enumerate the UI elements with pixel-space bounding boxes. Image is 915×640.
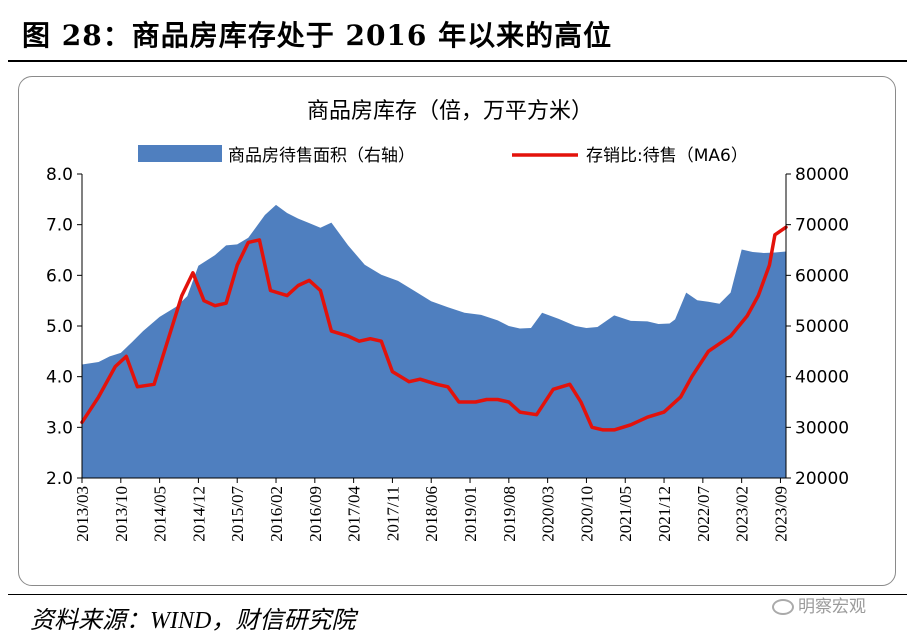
- x-tick-label: 2016/09: [306, 486, 325, 542]
- x-tick-label: 2023/02: [733, 486, 752, 542]
- x-tick-label: 2019/08: [500, 486, 519, 542]
- x-tick-label: 2016/02: [267, 486, 286, 542]
- y-right-tick-label: 50000: [795, 317, 849, 337]
- x-tick-label: 2014/05: [151, 486, 170, 542]
- x-tick-label: 2021/12: [655, 486, 674, 542]
- y-left-tick-label: 5.0: [46, 317, 73, 337]
- x-tick-label: 2017/11: [383, 486, 402, 541]
- y-left-tick-label: 3.0: [46, 418, 73, 438]
- x-tick-label: 2018/06: [422, 486, 441, 542]
- y-left-tick-label: 8.0: [46, 165, 73, 185]
- source-note: 资料来源：WIND，财信研究院: [30, 608, 356, 634]
- watermark: 明察宏观: [772, 592, 866, 617]
- x-tick-label: 2014/12: [189, 486, 208, 542]
- chart-frame: [18, 76, 896, 586]
- y-right-tick-label: 70000: [795, 216, 849, 236]
- y-left-tick-label: 7.0: [46, 216, 73, 236]
- y-left-tick-label: 2.0: [46, 469, 73, 489]
- wechat-icon: [772, 599, 794, 615]
- y-right-tick-label: 30000: [795, 418, 849, 438]
- x-tick-label: 2015/07: [228, 486, 247, 542]
- x-tick-label: 2013/03: [73, 486, 92, 542]
- y-right-tick-label: 80000: [795, 165, 849, 185]
- y-left-tick-label: 6.0: [46, 266, 73, 286]
- x-tick-label: 2020/10: [577, 486, 596, 542]
- x-tick-label: 2019/01: [461, 486, 480, 542]
- legend-label-area: 商品房待售面积（右轴）: [228, 146, 415, 166]
- x-tick-label: 2023/09: [771, 486, 790, 542]
- y-left-tick-label: 4.0: [46, 368, 73, 388]
- x-tick-label: 2022/07: [694, 486, 713, 542]
- figure-title: 图 28：商品房库存处于 2016 年以来的高位: [22, 19, 613, 52]
- chart-title: 商品房库存（倍，万平方米）: [307, 99, 593, 124]
- x-tick-label: 2017/04: [345, 486, 364, 542]
- series-line-inventory-sales-ratio: [80, 225, 788, 432]
- y-right-tick-label: 60000: [795, 266, 849, 286]
- x-tick-label: 2021/05: [616, 486, 635, 542]
- x-tick-label: 2020/03: [539, 486, 558, 542]
- axes: 2.0 3.0 4.0 5.0 6.0 7.0 8.0 20000 30000 40000 5000…: [46, 165, 849, 542]
- x-tick-label: 2013/10: [112, 486, 131, 542]
- legend-swatch-area: [138, 145, 222, 162]
- legend: 商品房待售面积（右轴） 存销比:待售（MA6）: [138, 145, 748, 166]
- series-area-unsold-floor-space: [82, 204, 786, 478]
- legend-label-line: 存销比:待售（MA6）: [586, 146, 748, 166]
- y-right-tick-label: 20000: [795, 469, 849, 489]
- y-right-tick-label: 40000: [795, 368, 849, 388]
- plot-area: [80, 204, 788, 478]
- watermark-text: 明察宏观: [798, 597, 866, 617]
- title-divider: [8, 60, 907, 62]
- source-divider: [8, 594, 907, 595]
